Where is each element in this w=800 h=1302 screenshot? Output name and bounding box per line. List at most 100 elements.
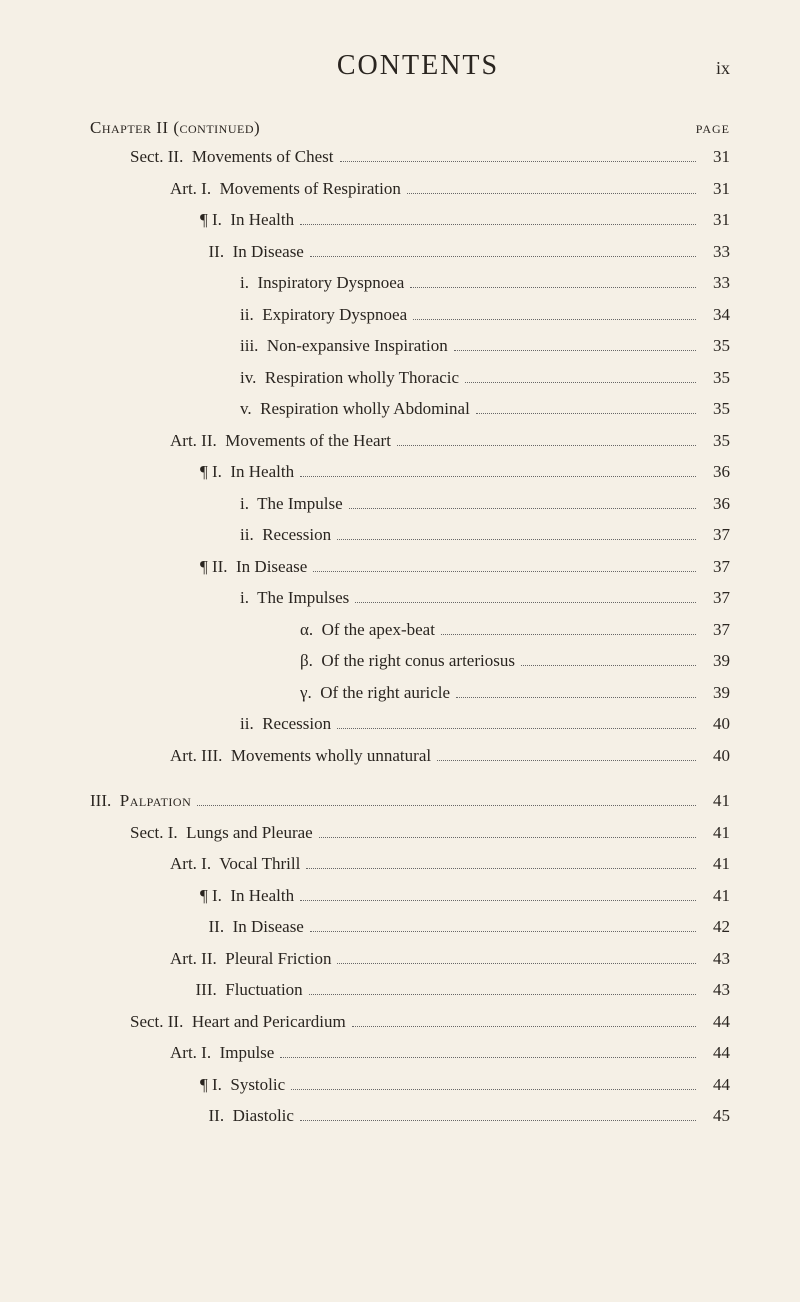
toc-leader-dots — [280, 1057, 696, 1058]
header-row: CONTENTS ix — [90, 50, 730, 82]
toc-leader-dots — [300, 1120, 696, 1121]
toc-entry: ¶ I. Systolic44 — [90, 1072, 730, 1098]
toc-leader-dots — [407, 193, 696, 194]
toc-entry-label: Sect. II. Movements of Chest — [130, 144, 334, 170]
toc-entry: v. Respiration wholly Abdominal35 — [90, 396, 730, 422]
toc-entry: i. The Impulses37 — [90, 585, 730, 611]
toc-entry: III. Fluctuation43 — [90, 977, 730, 1003]
toc-entry-page: 37 — [702, 617, 730, 643]
page-container: CONTENTS ix Chapter II (continued) PAGE … — [0, 0, 800, 1302]
toc-leader-dots — [310, 256, 696, 257]
toc-leader-dots — [197, 805, 696, 806]
contents-title: CONTENTS — [120, 50, 716, 82]
toc-entry-label: iii. Non-expansive Inspiration — [240, 333, 448, 359]
toc-leader-dots — [313, 571, 696, 572]
toc-leader-dots — [397, 445, 696, 446]
toc-leader-dots — [319, 837, 696, 838]
toc-entry-page: 34 — [702, 302, 730, 328]
toc-leader-dots — [309, 994, 696, 995]
toc-entry-label: Art. III. Movements wholly unnatural — [170, 743, 431, 769]
toc-entry-label: iv. Respiration wholly Thoracic — [240, 365, 459, 391]
toc-leader-dots — [340, 161, 697, 162]
toc-entry-label: ¶ I. Systolic — [200, 1072, 285, 1098]
toc-leader-dots — [352, 1026, 696, 1027]
toc-entry-page: 31 — [702, 144, 730, 170]
toc-entry-label: ¶ I. In Health — [200, 883, 294, 909]
toc-entry-label: ¶ I. In Health — [200, 459, 294, 485]
toc-leader-dots — [337, 963, 696, 964]
toc-leader-dots — [300, 476, 696, 477]
toc-entry: ii. Expiratory Dyspnoea 34 — [90, 302, 730, 328]
toc-entry: ¶ I. In Health41 — [90, 883, 730, 909]
toc-entry: II. In Disease 33 — [90, 239, 730, 265]
toc-entry: iii. Non-expansive Inspiration 35 — [90, 333, 730, 359]
toc-entry-page: 35 — [702, 365, 730, 391]
toc-entry-label: Sect. I. Lungs and Pleurae — [130, 820, 313, 846]
toc-leader-dots — [413, 319, 696, 320]
toc-entry-label: i. The Impulse — [240, 491, 343, 517]
toc-entry: α. Of the apex-beat 37 — [90, 617, 730, 643]
toc-entry-label: ii. Expiratory Dyspnoea — [240, 302, 407, 328]
toc-entry-page: 39 — [702, 680, 730, 706]
toc-entry-page: 40 — [702, 711, 730, 737]
toc-entry: Sect. I. Lungs and Pleurae 41 — [90, 820, 730, 846]
toc-entry-page: 33 — [702, 270, 730, 296]
toc-entry-page: 43 — [702, 977, 730, 1003]
toc-entry-page: 31 — [702, 176, 730, 202]
toc-leader-dots — [410, 287, 696, 288]
toc-entry-page: 35 — [702, 428, 730, 454]
toc-entry-page: 35 — [702, 333, 730, 359]
toc-leader-dots — [349, 508, 696, 509]
toc-entry: ii. Recession 40 — [90, 711, 730, 737]
toc-entry: γ. Of the right auricle39 — [90, 680, 730, 706]
toc-leader-dots — [300, 900, 696, 901]
toc-leader-dots — [337, 728, 696, 729]
toc-leader-dots — [310, 931, 696, 932]
toc-entry-page: 44 — [702, 1040, 730, 1066]
toc-entry-label: Art. I. Vocal Thrill — [170, 851, 300, 877]
toc-entry: Art. II. Movements of the Heart 35 — [90, 428, 730, 454]
toc-entry: ¶ II. In Disease37 — [90, 554, 730, 580]
toc-leader-dots — [337, 539, 696, 540]
toc-entry: II. Diastolic45 — [90, 1103, 730, 1129]
toc-entry: Art. II. Pleural Friction 43 — [90, 946, 730, 972]
toc-entry-label: i. Inspiratory Dyspnoea — [240, 270, 404, 296]
toc-section-3: III. Palpation41 Sect. I. Lungs and Pleur… — [90, 788, 730, 1129]
toc-entry: ii. Recession 37 — [90, 522, 730, 548]
toc-entry: i. The Impulse 36 — [90, 491, 730, 517]
toc-leader-dots — [521, 665, 696, 666]
toc-entry: i. Inspiratory Dyspnoea 33 — [90, 270, 730, 296]
toc-entry-label: i. The Impulses — [240, 585, 349, 611]
toc-entry: Art. III. Movements wholly unnatural 40 — [90, 743, 730, 769]
toc-entry-page: 44 — [702, 1009, 730, 1035]
toc-entry-page: 41 — [702, 820, 730, 846]
toc-entry-label: α. Of the apex-beat — [300, 617, 435, 643]
toc-entry-page: 39 — [702, 648, 730, 674]
toc-entry: ¶ I. In Health31 — [90, 207, 730, 233]
toc-entry-label: II. In Disease — [200, 239, 304, 265]
toc-leader-dots — [441, 634, 696, 635]
toc-entry-label: ii. Recession — [240, 522, 331, 548]
toc-entry: Sect. II. Movements of Chest 31 — [90, 144, 730, 170]
toc-entry-page: 41 — [702, 788, 730, 814]
toc-entry-label: Art. II. Pleural Friction — [170, 946, 331, 972]
toc-entry-label: ¶ II. In Disease — [200, 554, 307, 580]
toc-entry-label: II. In Disease — [200, 914, 304, 940]
toc-entry-page: 40 — [702, 743, 730, 769]
toc-entry-page: 33 — [702, 239, 730, 265]
toc-entry-page: 35 — [702, 396, 730, 422]
toc-section-heading: III. Palpation41 — [90, 788, 730, 814]
toc-entry-label: Art. II. Movements of the Heart — [170, 428, 391, 454]
toc-entry-page: 43 — [702, 946, 730, 972]
toc-entry-label: ¶ I. In Health — [200, 207, 294, 233]
roman-page-number: ix — [716, 58, 730, 79]
toc-leader-dots — [300, 224, 696, 225]
toc-entry-page: 37 — [702, 522, 730, 548]
toc-entry-page: 36 — [702, 491, 730, 517]
toc-body: Sect. II. Movements of Chest31Art. I. Mo… — [90, 144, 730, 768]
toc-entry: β. Of the right conus arteriosus 39 — [90, 648, 730, 674]
toc-entry-page: 42 — [702, 914, 730, 940]
toc-entry-label: ii. Recession — [240, 711, 331, 737]
chapter-heading: Chapter II (continued) — [90, 118, 260, 138]
toc-entry-label: β. Of the right conus arteriosus — [300, 648, 515, 674]
